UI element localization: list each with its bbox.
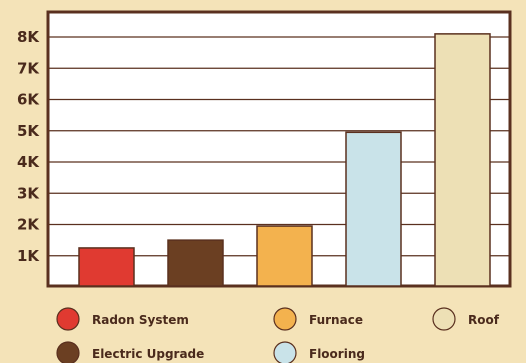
legend-label-flooring: Flooring: [309, 347, 365, 361]
legend-marker-flooring: [273, 341, 297, 363]
bar-radon-system: [78, 247, 135, 287]
y-tick-label-1K: 1K: [17, 247, 40, 265]
y-tick-label-2K: 2K: [17, 216, 40, 234]
bar-flooring: [345, 131, 402, 287]
bar-electric-upgrade: [167, 239, 224, 287]
legend-marker-electric-upgrade: [56, 341, 80, 363]
y-tick-label-5K: 5K: [17, 122, 40, 140]
legend-label-radon-system: Radon System: [92, 313, 189, 327]
bar-furnace: [256, 225, 313, 287]
y-tick-label-4K: 4K: [17, 153, 40, 171]
bar-roof: [434, 33, 491, 287]
legend-label-electric-upgrade: Electric Upgrade: [92, 347, 204, 361]
legend-marker-furnace: [273, 307, 297, 331]
y-tick-label-6K: 6K: [17, 91, 40, 109]
y-tick-label-7K: 7K: [17, 59, 40, 77]
legend-label-furnace: Furnace: [309, 313, 363, 327]
y-tick-label-3K: 3K: [17, 184, 40, 202]
legend-label-roof: Roof: [468, 313, 500, 327]
y-tick-label-8K: 8K: [17, 28, 40, 46]
legend-marker-radon-system: [56, 307, 80, 331]
legend-marker-roof: [432, 307, 456, 331]
